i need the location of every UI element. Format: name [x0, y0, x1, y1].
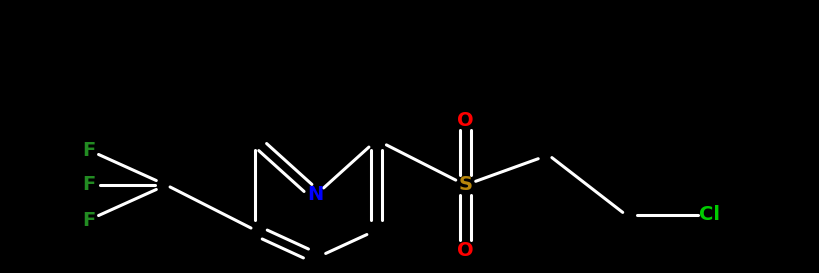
Text: N: N — [307, 185, 324, 204]
Text: S: S — [458, 176, 472, 194]
Text: F: F — [82, 210, 95, 230]
Text: O: O — [456, 111, 473, 129]
Text: O: O — [456, 241, 473, 260]
Text: Cl: Cl — [698, 206, 719, 224]
Text: F: F — [82, 141, 95, 159]
Text: F: F — [82, 176, 95, 194]
